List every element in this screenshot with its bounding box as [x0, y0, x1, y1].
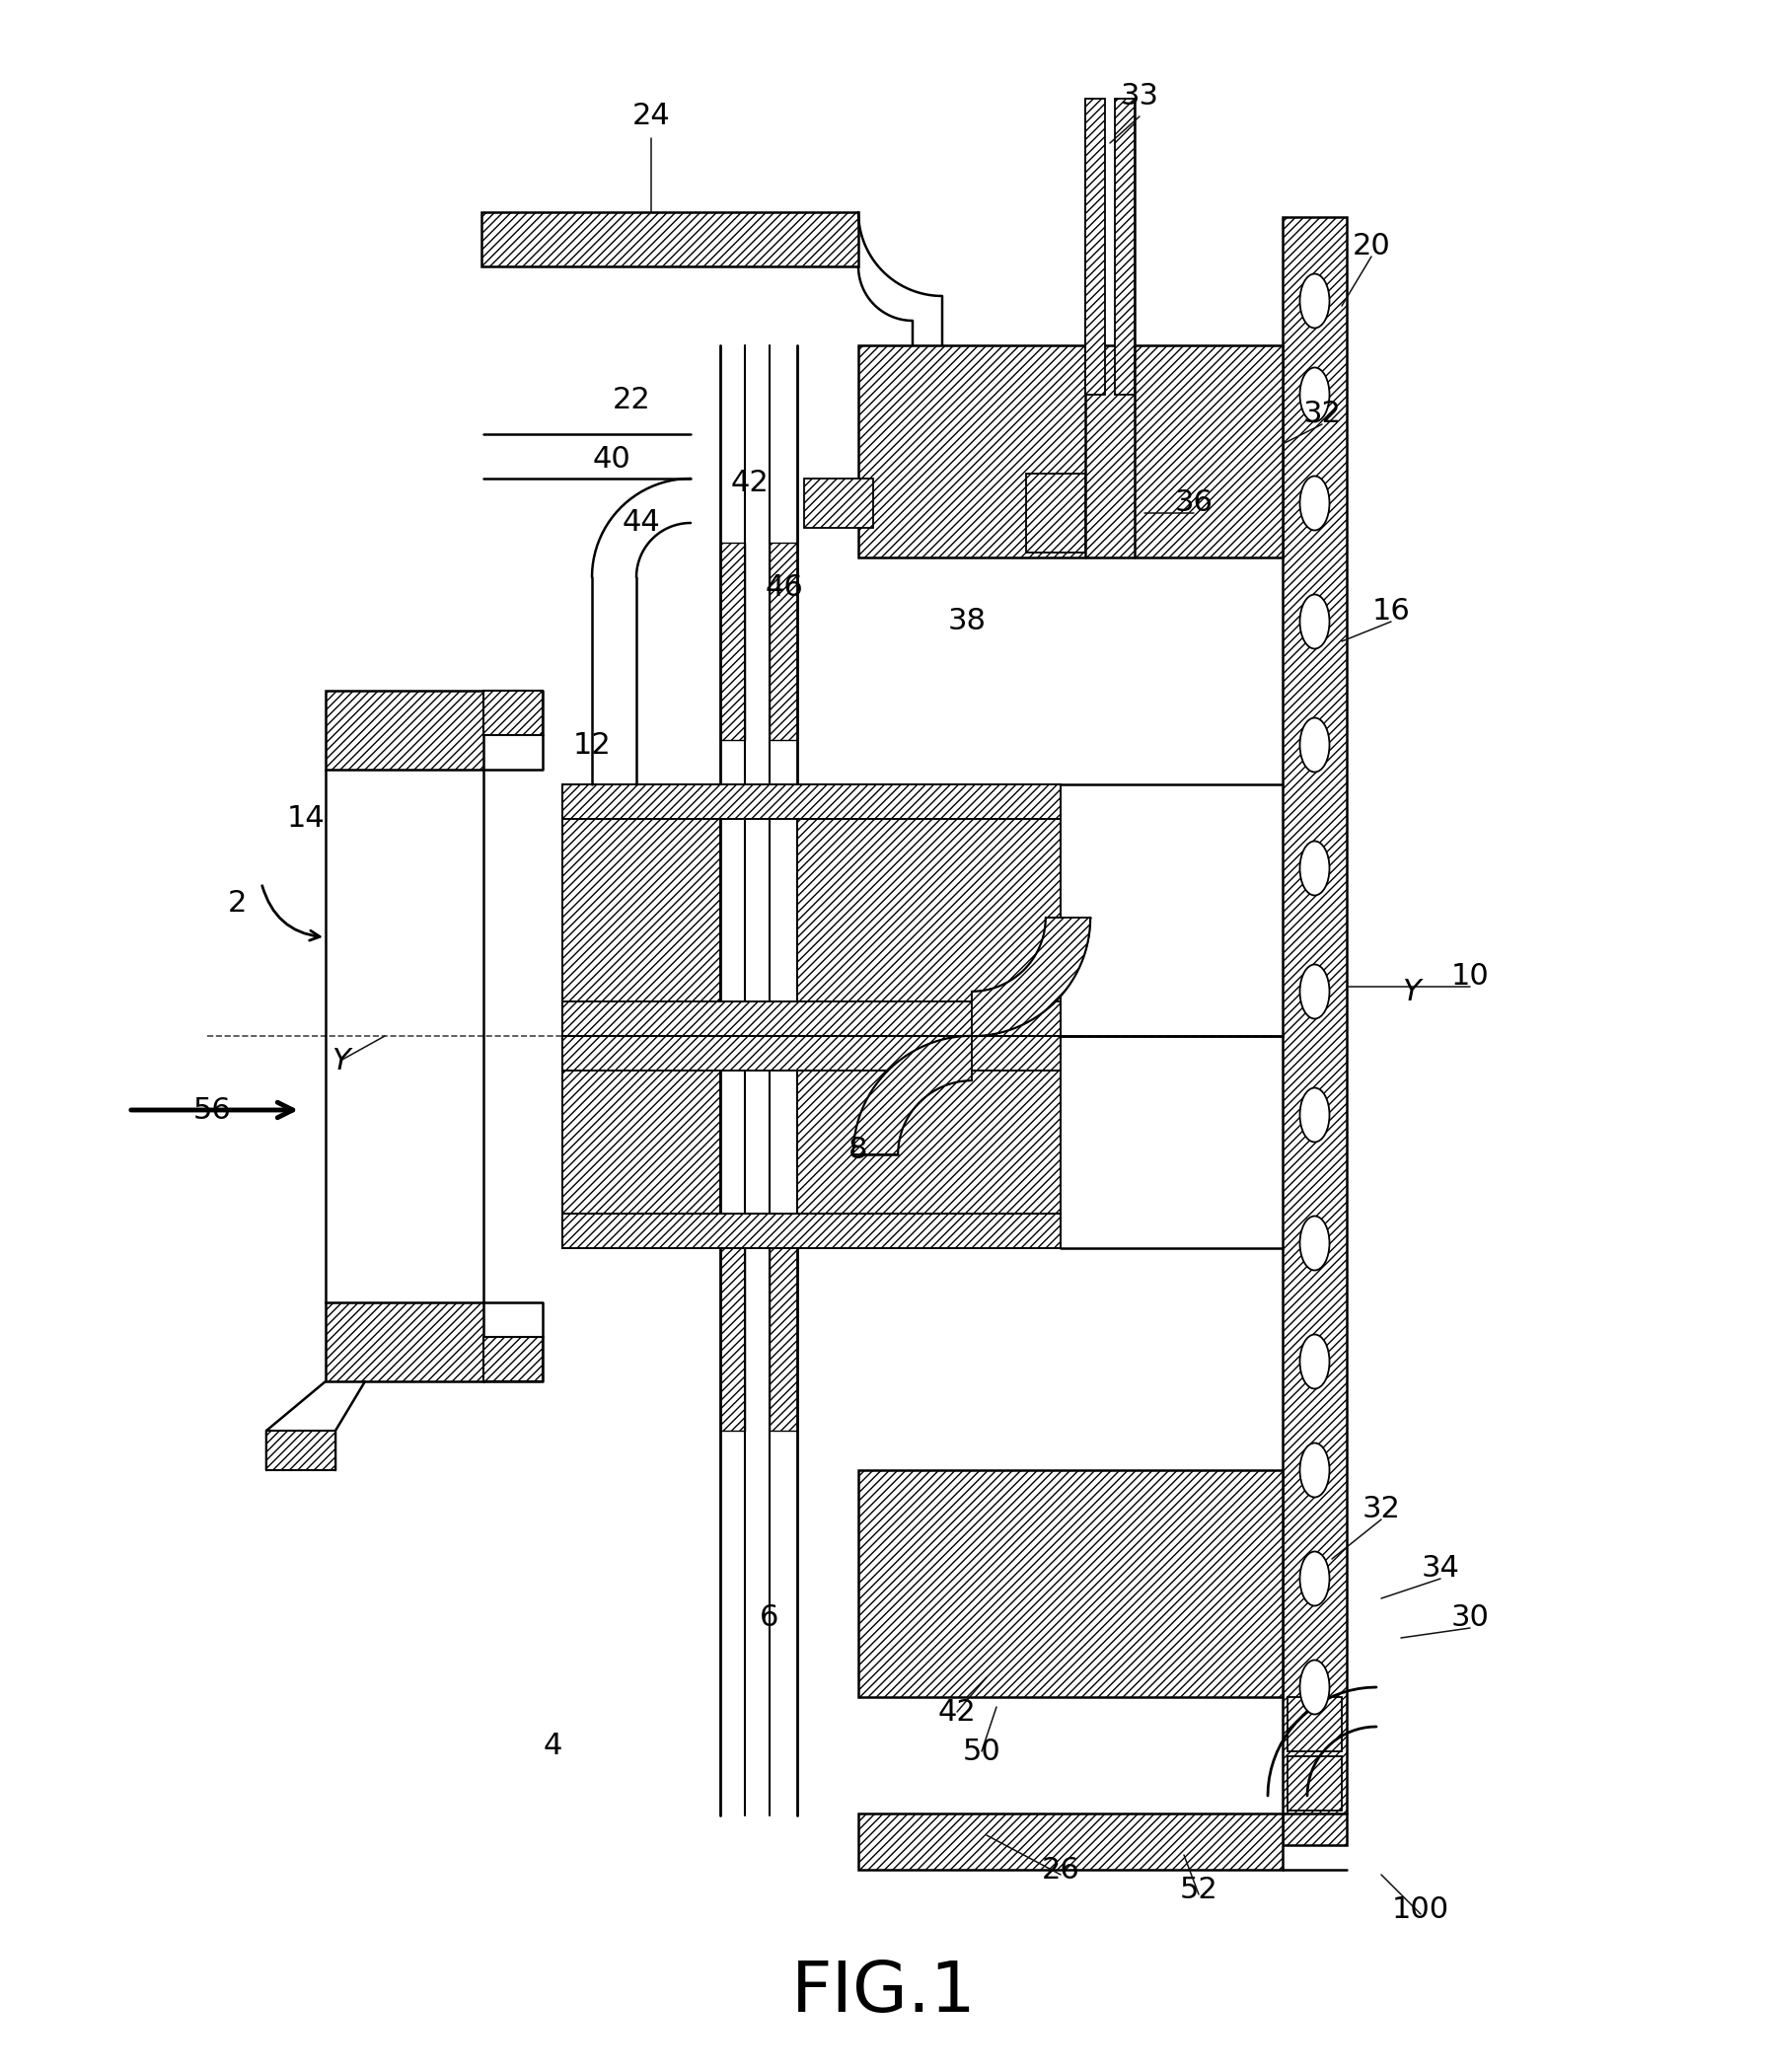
Bar	[857, 346, 1282, 557]
Ellipse shape	[1299, 1334, 1330, 1388]
Text: 4: 4	[543, 1732, 562, 1761]
Bar	[562, 1036, 720, 1247]
Text: 42: 42	[730, 468, 769, 497]
Text: 52: 52	[1179, 1875, 1218, 1904]
Polygon shape	[972, 918, 1091, 1036]
Bar	[1116, 99, 1135, 394]
Text: 12: 12	[573, 731, 612, 758]
Text: 30: 30	[1452, 1604, 1489, 1633]
Bar	[857, 1471, 1282, 1697]
Text: 32: 32	[1361, 1496, 1400, 1523]
Bar	[562, 1214, 1061, 1247]
Bar	[562, 785, 720, 1036]
Text: 24: 24	[631, 102, 670, 131]
Bar	[1287, 1697, 1342, 1751]
Ellipse shape	[1299, 963, 1330, 1019]
Text: FIG.1: FIG.1	[792, 1958, 976, 2026]
Bar	[769, 543, 797, 740]
Text: 26: 26	[1041, 1854, 1080, 1883]
Text: 2: 2	[228, 889, 246, 918]
Ellipse shape	[1299, 367, 1330, 423]
Bar	[1086, 99, 1105, 394]
Text: Y: Y	[331, 1046, 350, 1075]
Bar	[857, 1813, 1282, 1869]
Bar	[797, 785, 1061, 1036]
Ellipse shape	[1299, 1660, 1330, 1714]
Ellipse shape	[1299, 595, 1330, 649]
Ellipse shape	[1299, 477, 1330, 530]
Text: 32: 32	[1303, 400, 1342, 429]
Bar	[483, 1336, 543, 1382]
Text: 14: 14	[286, 804, 325, 833]
Bar	[720, 543, 744, 740]
Polygon shape	[267, 1430, 336, 1471]
Bar	[720, 1233, 744, 1430]
Text: 38: 38	[948, 607, 987, 636]
Bar	[325, 690, 483, 769]
Bar	[481, 211, 857, 267]
Bar	[804, 479, 873, 528]
Ellipse shape	[1299, 1216, 1330, 1270]
Text: 50: 50	[962, 1736, 1001, 1765]
Text: 36: 36	[1174, 489, 1213, 518]
Ellipse shape	[1299, 841, 1330, 895]
Text: 44: 44	[622, 508, 661, 537]
Ellipse shape	[1299, 1442, 1330, 1498]
Bar	[562, 785, 1061, 818]
Text: 56: 56	[193, 1096, 232, 1125]
Text: 6: 6	[760, 1604, 780, 1633]
Text: 16: 16	[1372, 597, 1411, 626]
Text: 100: 100	[1391, 1896, 1450, 1923]
Text: 42: 42	[937, 1697, 976, 1726]
Text: 20: 20	[1353, 232, 1390, 261]
Bar	[1025, 474, 1086, 553]
Bar	[1287, 1757, 1342, 1811]
Bar	[325, 1303, 483, 1382]
Text: 10: 10	[1452, 963, 1489, 990]
Ellipse shape	[1299, 1088, 1330, 1142]
Text: Y: Y	[1402, 978, 1420, 1005]
Polygon shape	[854, 1036, 972, 1154]
Text: 8: 8	[849, 1135, 868, 1164]
Text: 33: 33	[1121, 83, 1158, 112]
Bar	[769, 1233, 797, 1430]
Bar	[562, 1036, 1061, 1071]
Text: 34: 34	[1421, 1554, 1460, 1583]
Text: 46: 46	[766, 572, 803, 601]
Ellipse shape	[1299, 1552, 1330, 1606]
Ellipse shape	[1299, 274, 1330, 327]
Bar	[562, 1001, 1061, 1036]
Bar	[1282, 218, 1347, 1844]
Bar	[483, 690, 543, 736]
Bar	[797, 1036, 1061, 1247]
Ellipse shape	[1299, 717, 1330, 773]
Text: 40: 40	[592, 445, 631, 472]
Text: 22: 22	[612, 385, 651, 414]
